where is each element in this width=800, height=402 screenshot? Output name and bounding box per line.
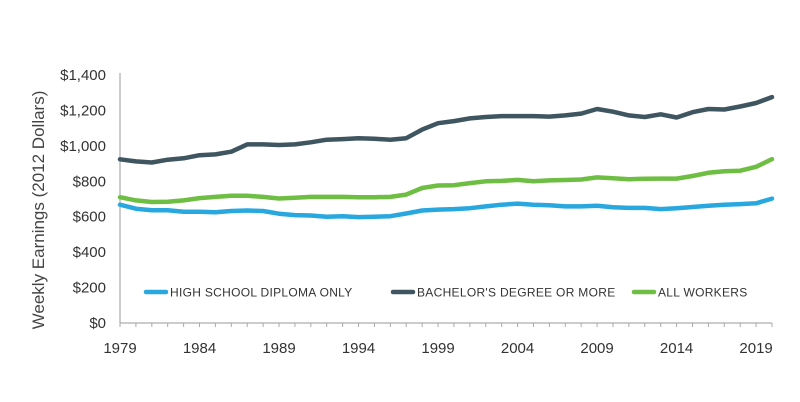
legend-item: BACHELOR'S DEGREE OR MORE (390, 286, 616, 300)
series-line-0 (117, 196, 775, 220)
x-tick-label: 2004 (501, 340, 534, 357)
legend-label: HIGH SCHOOL DIPLOMA ONLY (170, 286, 353, 300)
x-tick-label: 1999 (421, 340, 454, 357)
axes (119, 73, 773, 327)
y-tick-label: $1,000 (60, 138, 106, 155)
x-tick-label: 1979 (103, 340, 136, 357)
x-tick-label: 2014 (660, 340, 693, 357)
legend-item: HIGH SCHOOL DIPLOMA ONLY (143, 286, 353, 300)
y-tick-label: $600 (73, 209, 106, 226)
legend-label: ALL WORKERS (658, 286, 748, 300)
y-tick-labels: $0 $200 $400 $600 $800 $1,000 $1,200 $1,400 (60, 67, 106, 332)
legend-item: ALL WORKERS (631, 286, 748, 300)
y-tick-label: $800 (73, 173, 106, 190)
legend-label: BACHELOR'S DEGREE OR MORE (417, 286, 616, 300)
y-tick-label: $200 (73, 280, 106, 297)
y-tick-label: $1,200 (60, 102, 106, 119)
x-tick-label: 1994 (342, 340, 375, 357)
x-tick-labels: 1979 1984 1989 1994 1999 2004 2009 2014 2019 (103, 340, 772, 357)
x-tick-label: 2009 (580, 340, 613, 357)
x-tick-label: 1984 (183, 340, 216, 357)
series-line-1 (117, 94, 775, 165)
y-axis-title: Weekly Earnings (2012 Dollars) (29, 91, 48, 330)
series-line-2 (117, 156, 775, 205)
legend: HIGH SCHOOL DIPLOMA ONLY BACHELOR'S DEGRE… (143, 286, 748, 300)
y-tick-label: $0 (89, 315, 106, 332)
x-tick-label: 1989 (262, 340, 295, 357)
series-lines (117, 94, 775, 220)
x-tick-label: 2019 (739, 340, 772, 357)
y-tick-label: $400 (73, 244, 106, 261)
y-tick-label: $1,400 (60, 67, 106, 84)
